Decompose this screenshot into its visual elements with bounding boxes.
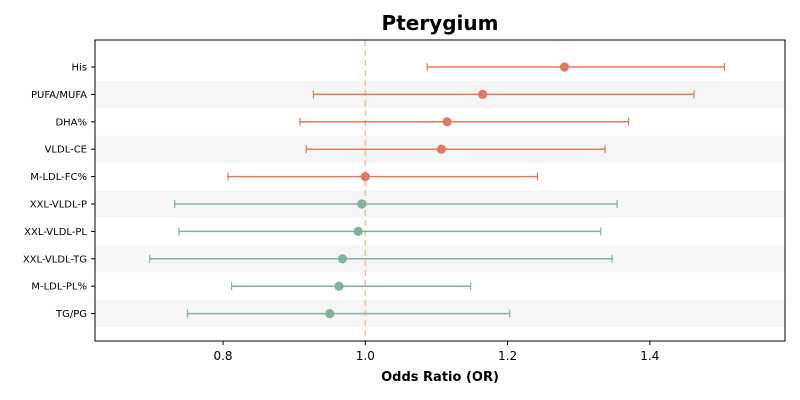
x-tick-label: 1.2 bbox=[498, 349, 517, 363]
plot-border bbox=[94, 39, 786, 342]
or-point bbox=[436, 144, 447, 154]
plot-frame bbox=[94, 39, 786, 342]
y-tick-label: M-LDL-FC% bbox=[30, 172, 87, 183]
y-tick-label: VLDL-CE bbox=[45, 145, 87, 156]
x-axis: 0.8 1.0 1.2 1.4 bbox=[213, 341, 659, 363]
x-tick-label: 0.8 bbox=[213, 349, 232, 363]
confidence-intervals bbox=[149, 63, 726, 318]
or-point bbox=[442, 117, 452, 127]
y-tick-label: M-LDL-PL% bbox=[31, 282, 87, 293]
or-point bbox=[337, 254, 348, 264]
chart-title: Pterygium bbox=[382, 11, 499, 35]
y-tick-label: XXL-VLDL-PL bbox=[24, 227, 87, 238]
x-axis-label: Odds Ratio (OR) bbox=[381, 370, 499, 385]
y-tick-label: TG/PG bbox=[55, 309, 87, 320]
or-point bbox=[559, 62, 570, 72]
odds-ratio-points bbox=[325, 62, 570, 319]
y-tick-label: PUFA/MUFA bbox=[31, 90, 87, 101]
y-axis: His PUFA/MUFA DHA% VLDL-CE M-LDL-FC% XXL-VLDL… bbox=[23, 63, 95, 320]
y-tick-label: XXL-VLDL-P bbox=[30, 200, 87, 211]
or-point bbox=[360, 172, 370, 182]
or-point bbox=[353, 226, 363, 236]
x-tick-label: 1.0 bbox=[356, 349, 375, 363]
or-point bbox=[334, 281, 344, 291]
y-tick-label: XXL-VLDL-TG bbox=[23, 254, 87, 265]
or-point bbox=[325, 309, 335, 319]
or-point bbox=[357, 199, 367, 209]
x-tick-label: 1.4 bbox=[640, 349, 659, 363]
or-point bbox=[478, 89, 488, 99]
y-tick-label: His bbox=[71, 63, 87, 74]
y-tick-label: DHA% bbox=[55, 117, 87, 128]
